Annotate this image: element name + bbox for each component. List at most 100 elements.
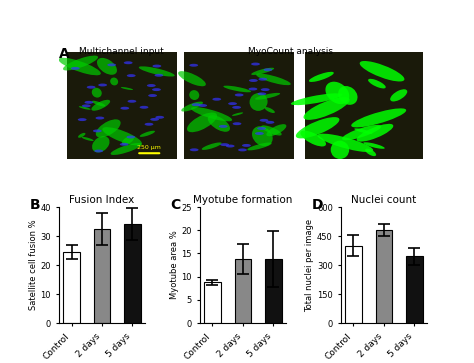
Ellipse shape [91,100,110,111]
Ellipse shape [97,58,117,75]
Ellipse shape [338,86,357,105]
Text: D: D [311,198,323,212]
Ellipse shape [264,107,275,113]
Ellipse shape [296,117,339,138]
Text: 250 μm: 250 μm [137,144,161,150]
Circle shape [155,116,164,119]
Circle shape [212,98,221,101]
Bar [406,256,423,323]
Circle shape [257,127,266,130]
Circle shape [260,119,268,122]
Ellipse shape [58,58,101,75]
Circle shape [261,88,270,91]
Ellipse shape [356,124,393,142]
Title: Myotube formation: Myotube formation [193,195,292,205]
Circle shape [124,61,133,64]
Ellipse shape [223,86,251,92]
Ellipse shape [79,106,91,110]
Circle shape [152,88,161,91]
Text: MyoCount analysis: MyoCount analysis [248,47,333,56]
Ellipse shape [122,136,134,145]
Bar [345,246,362,323]
Title: Fusion Index: Fusion Index [69,195,135,205]
Ellipse shape [256,74,291,85]
Circle shape [140,106,148,109]
Text: A: A [59,47,70,61]
Circle shape [94,150,103,152]
Ellipse shape [187,113,217,132]
FancyBboxPatch shape [184,52,294,159]
FancyBboxPatch shape [305,52,423,159]
Circle shape [248,87,257,90]
Ellipse shape [390,89,407,102]
Circle shape [233,122,241,125]
Title: Nuclei count: Nuclei count [351,195,417,205]
Circle shape [249,79,258,82]
Text: B: B [29,198,40,212]
Ellipse shape [139,66,175,77]
Ellipse shape [92,136,109,152]
Circle shape [190,148,199,151]
Ellipse shape [354,129,373,134]
Circle shape [258,78,267,81]
Bar [93,229,110,323]
Ellipse shape [178,71,206,86]
Ellipse shape [78,133,85,138]
Ellipse shape [202,142,222,150]
Bar [265,259,282,323]
Ellipse shape [92,88,102,98]
Ellipse shape [189,90,199,100]
Circle shape [257,92,266,95]
Circle shape [235,94,244,97]
Circle shape [191,103,201,106]
Circle shape [264,68,273,71]
Y-axis label: Myotube area %: Myotube area % [170,231,179,299]
Ellipse shape [110,143,142,155]
Ellipse shape [92,101,105,106]
Ellipse shape [331,141,349,159]
Ellipse shape [255,93,280,100]
Ellipse shape [261,125,282,135]
Ellipse shape [365,148,376,156]
Circle shape [147,84,155,87]
Circle shape [238,148,247,151]
Circle shape [120,107,129,110]
Ellipse shape [326,82,349,104]
Circle shape [128,100,137,103]
Ellipse shape [208,115,230,132]
Circle shape [219,125,228,128]
Bar [204,282,221,323]
Circle shape [71,67,80,70]
Circle shape [93,130,102,132]
Circle shape [198,104,207,107]
Circle shape [242,144,251,147]
Circle shape [82,105,91,107]
Text: Multichannel input: Multichannel input [79,47,164,56]
Ellipse shape [364,142,385,149]
Ellipse shape [140,131,155,137]
Circle shape [220,143,229,146]
Circle shape [226,144,235,147]
Ellipse shape [266,124,286,136]
Circle shape [148,94,157,97]
Bar [375,230,392,323]
Bar [124,224,141,323]
Ellipse shape [110,78,118,85]
Ellipse shape [309,72,334,82]
Bar [235,259,251,323]
Circle shape [251,62,260,65]
Ellipse shape [82,137,94,141]
Circle shape [84,101,93,104]
Circle shape [232,106,241,109]
Circle shape [120,143,128,146]
Ellipse shape [303,97,350,120]
Ellipse shape [318,134,373,152]
Circle shape [153,65,161,68]
Ellipse shape [63,56,98,70]
Circle shape [155,74,164,77]
Circle shape [107,64,116,66]
Circle shape [150,118,159,121]
Circle shape [265,121,274,124]
Ellipse shape [232,113,243,116]
Y-axis label: Total nuclei per image: Total nuclei per image [305,219,314,311]
